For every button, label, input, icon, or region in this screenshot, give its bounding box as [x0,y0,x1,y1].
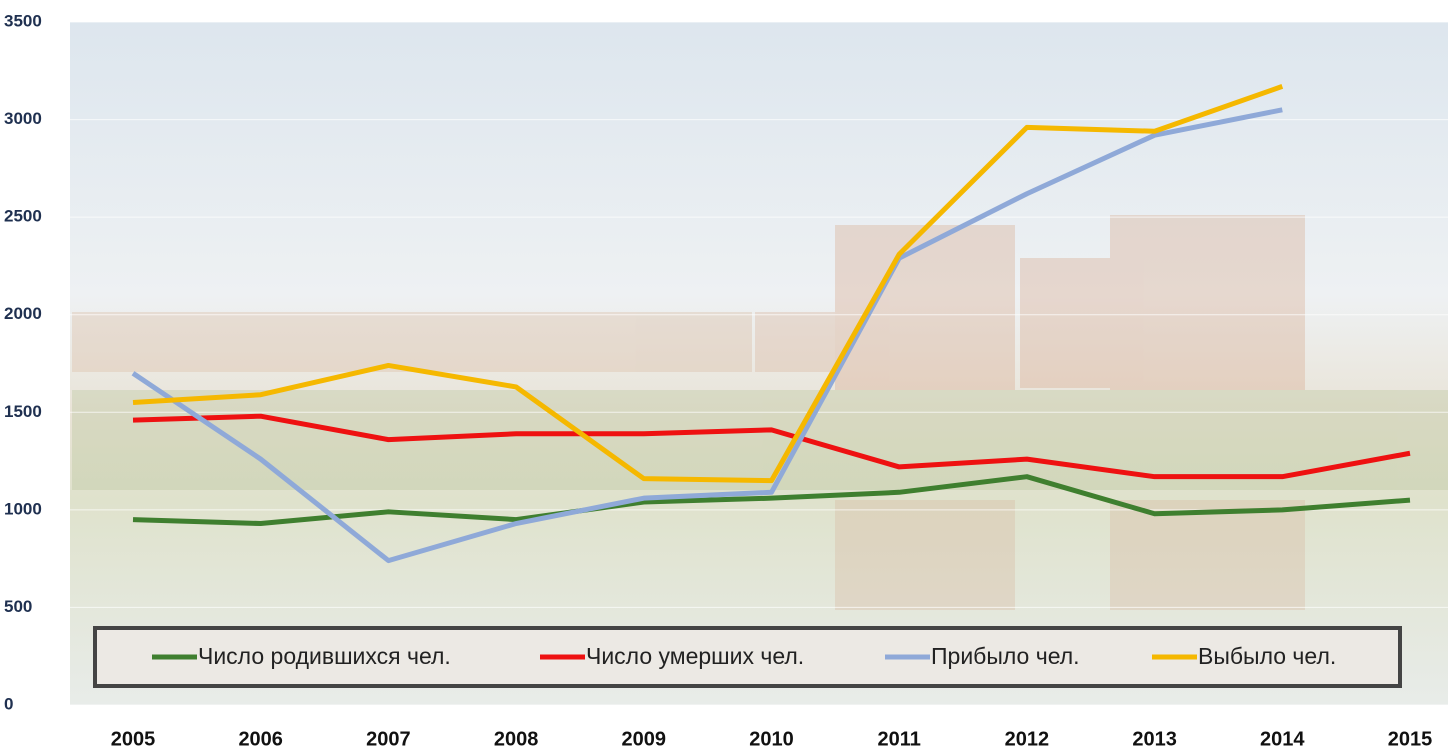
x-tick-label: 2005 [111,728,156,750]
x-tick-label: 2010 [749,728,794,750]
x-tick-label: 2014 [1260,728,1305,750]
legend-label: Число родившихся чел. [198,643,451,669]
y-tick-label: 3500 [4,11,42,30]
y-tick-label: 3000 [4,109,42,128]
x-tick-label: 2011 [878,728,921,750]
y-tick-label: 500 [4,597,32,616]
x-tick-label: 2008 [494,728,539,750]
y-tick-label: 1000 [4,499,42,518]
chart: Число родившихся чел. Число умерших чел. П… [0,0,1448,750]
legend-label: Число умерших чел. [586,643,804,669]
x-tick-label: 2013 [1132,728,1177,750]
y-tick-label: 2000 [4,304,42,323]
legend-label: Прибыло чел. [931,643,1080,669]
x-tick-label: 2015 [1388,728,1433,750]
y-tick-label: 0 [4,694,13,713]
y-tick-label: 2500 [4,207,42,226]
x-tick-label: 2012 [1005,728,1050,750]
x-tick-label: 2006 [238,728,283,750]
x-tick-label: 2009 [622,728,667,750]
legend-label: Выбыло чел. [1198,643,1336,669]
x-tick-label: 2007 [366,728,411,750]
y-tick-label: 1500 [4,402,42,421]
